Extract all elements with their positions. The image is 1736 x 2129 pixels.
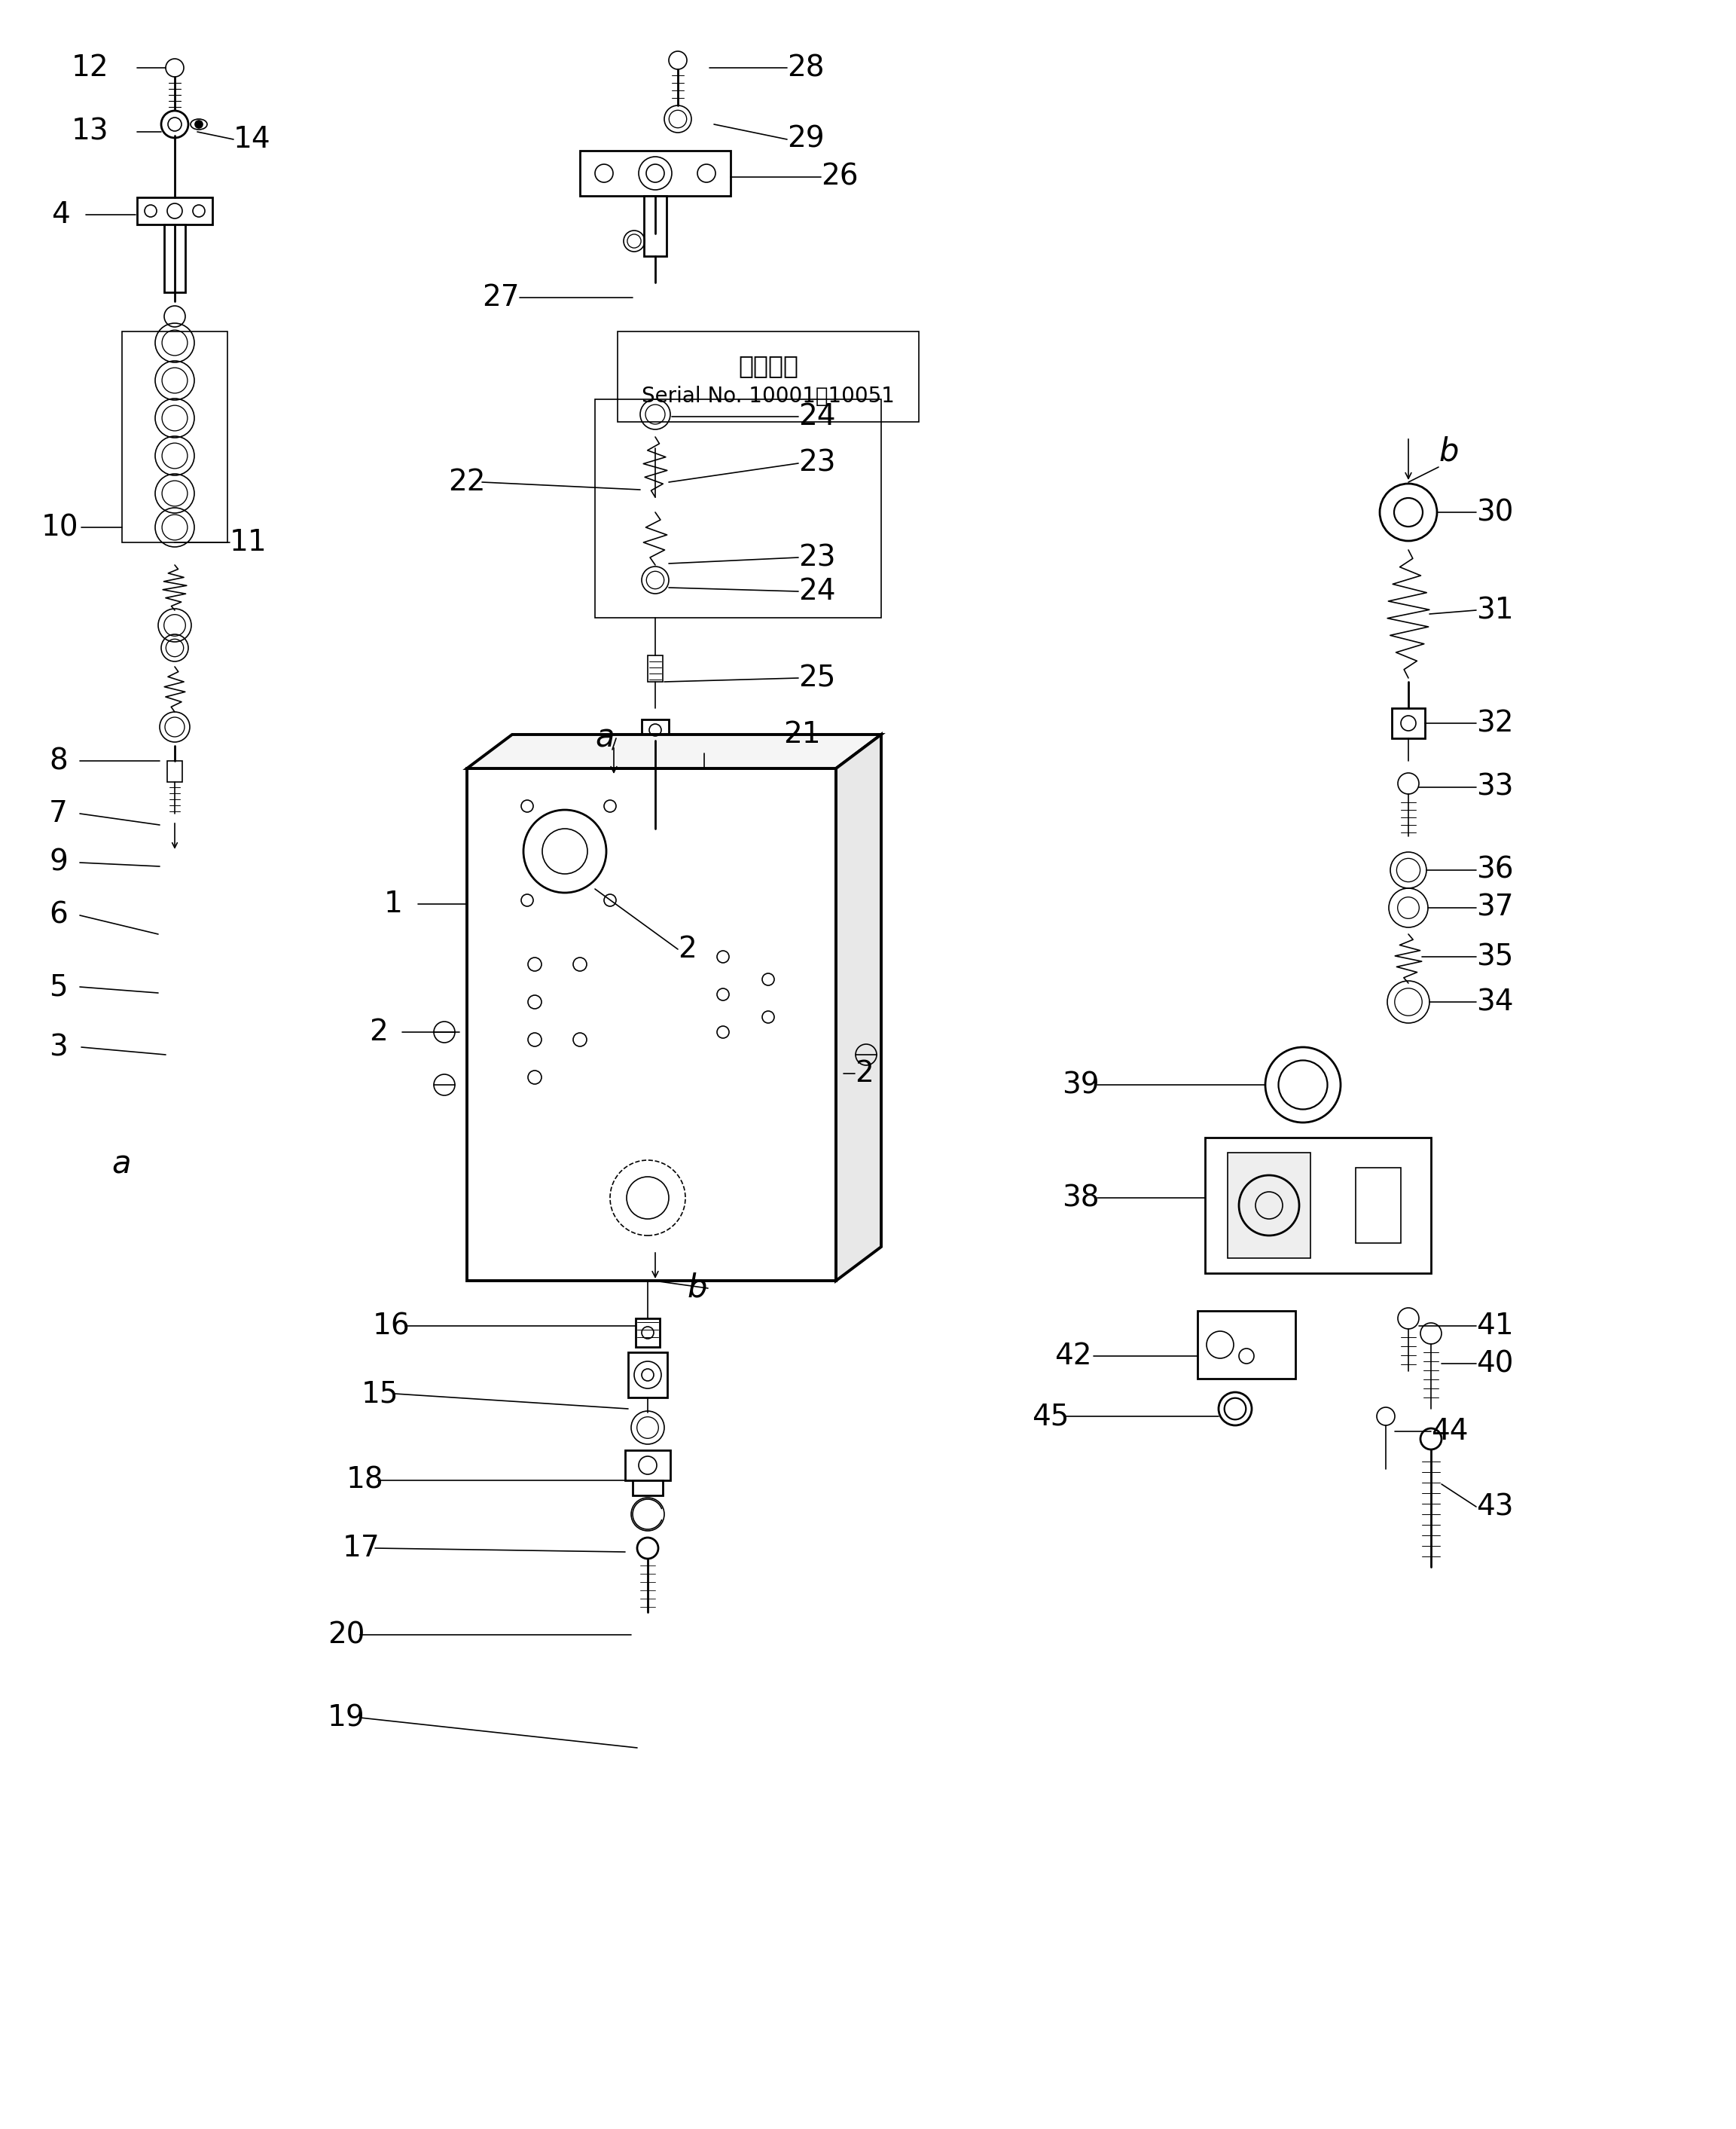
Polygon shape [837, 735, 882, 1282]
Text: 16: 16 [373, 1311, 410, 1341]
Bar [467, 769, 837, 1282]
Bar [618, 332, 918, 422]
Text: 13: 13 [71, 117, 109, 147]
Text: 11: 11 [229, 528, 267, 558]
Text: 36: 36 [1476, 856, 1514, 884]
Text: a: a [111, 1148, 130, 1179]
Text: 12: 12 [71, 53, 109, 83]
Text: 31: 31 [1476, 596, 1514, 624]
Bar [137, 198, 212, 224]
Text: 38: 38 [1062, 1184, 1099, 1211]
Text: 5: 5 [49, 973, 68, 1001]
Bar [167, 760, 182, 781]
Bar [165, 224, 186, 292]
Text: 17: 17 [342, 1533, 380, 1563]
Text: 7: 7 [49, 798, 68, 828]
Bar [628, 1352, 667, 1397]
Text: 28: 28 [786, 53, 825, 83]
Text: 27: 27 [483, 283, 519, 311]
Text: 33: 33 [1476, 773, 1514, 803]
Text: 2: 2 [370, 1018, 387, 1047]
Text: 42: 42 [1054, 1341, 1092, 1371]
Bar [632, 1480, 663, 1495]
Text: Serial No. 10001～10051: Serial No. 10001～10051 [642, 385, 894, 407]
Text: 24: 24 [799, 577, 835, 607]
Text: 2: 2 [677, 935, 696, 964]
Text: 23: 23 [799, 543, 835, 573]
Text: 適用号機: 適用号機 [738, 353, 799, 379]
Bar [1392, 709, 1425, 739]
Text: 35: 35 [1476, 943, 1514, 971]
Text: 39: 39 [1062, 1071, 1099, 1099]
Bar [642, 720, 668, 741]
Bar [1205, 1137, 1430, 1273]
Bar [595, 400, 882, 617]
Text: 14: 14 [233, 126, 271, 153]
Text: 41: 41 [1476, 1311, 1514, 1341]
Bar [1356, 1167, 1401, 1243]
Bar [635, 1318, 660, 1348]
Text: 25: 25 [799, 664, 835, 692]
Text: 23: 23 [799, 449, 835, 477]
Text: 29: 29 [786, 126, 825, 153]
Text: 26: 26 [821, 162, 858, 192]
Text: 2: 2 [854, 1060, 873, 1088]
Text: 21: 21 [783, 720, 821, 749]
Bar [1227, 1152, 1311, 1258]
Bar [696, 745, 712, 769]
Text: 22: 22 [448, 468, 486, 496]
Text: b: b [1439, 436, 1458, 468]
Text: 45: 45 [1031, 1403, 1069, 1431]
Text: 15: 15 [361, 1380, 399, 1407]
Text: 43: 43 [1476, 1492, 1514, 1520]
Text: 19: 19 [328, 1703, 365, 1733]
Text: 4: 4 [52, 200, 69, 230]
Text: 20: 20 [328, 1620, 365, 1650]
Text: 44: 44 [1430, 1418, 1469, 1446]
Text: 8: 8 [49, 747, 68, 775]
Text: 37: 37 [1476, 894, 1514, 922]
Bar [580, 151, 731, 196]
Bar [625, 1450, 670, 1480]
Bar [644, 196, 667, 255]
Text: 40: 40 [1476, 1350, 1514, 1377]
Text: 34: 34 [1476, 988, 1514, 1016]
Polygon shape [467, 735, 882, 769]
Text: 32: 32 [1476, 709, 1514, 737]
Text: 1: 1 [384, 890, 403, 918]
Text: 9: 9 [49, 847, 68, 877]
Text: 6: 6 [49, 901, 68, 930]
Text: 24: 24 [799, 402, 835, 430]
Text: a: a [595, 722, 615, 754]
Text: 10: 10 [42, 513, 78, 541]
Bar [122, 332, 227, 543]
Text: b: b [687, 1273, 707, 1305]
Bar [648, 656, 663, 681]
Bar [1198, 1311, 1295, 1380]
Text: 18: 18 [347, 1467, 384, 1495]
Text: 3: 3 [49, 1033, 68, 1062]
Circle shape [194, 121, 203, 128]
Text: 30: 30 [1476, 498, 1514, 526]
